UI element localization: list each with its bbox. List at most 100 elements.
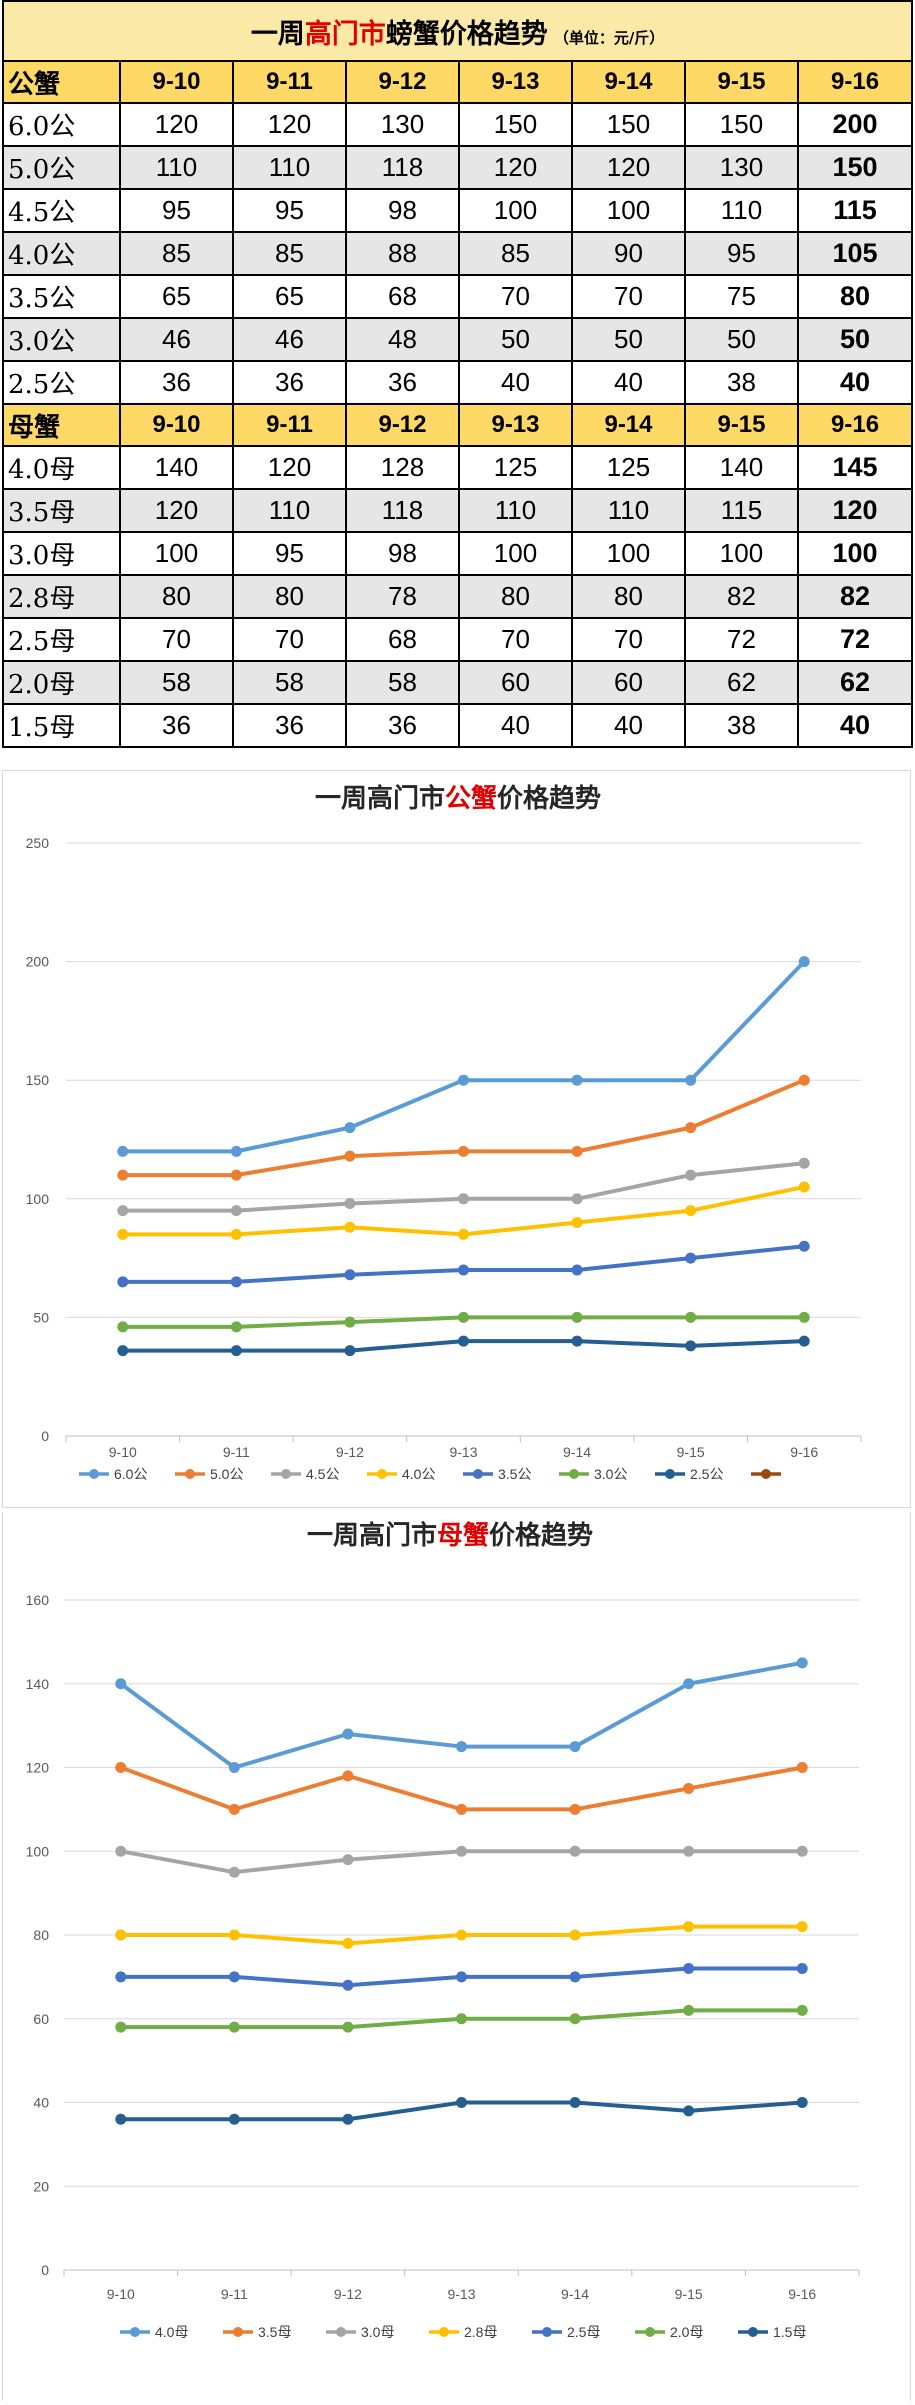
price-cell: 50: [458, 317, 573, 362]
price-cell: 82: [684, 574, 799, 619]
legend-swatch-marker: [89, 1469, 99, 1479]
data-point: [683, 1963, 695, 1974]
legend-swatch-marker: [130, 2327, 140, 2337]
price-cell: 88: [345, 231, 460, 276]
price-cell: 100: [119, 531, 234, 576]
series-line: [122, 1078, 805, 1178]
legend-label: 3.5公: [498, 1466, 531, 1482]
price-cell: 62: [684, 660, 799, 705]
price-cell: 100: [571, 531, 686, 576]
data-point: [342, 1937, 354, 1949]
data-point: [796, 2004, 808, 2016]
chart-title-highlight: 母蟹: [437, 1520, 489, 1551]
data-point: [569, 1741, 581, 1753]
data-point: [456, 2097, 467, 2108]
price-cell: 40: [571, 360, 686, 405]
legend-swatch-marker: [281, 1469, 291, 1479]
legend-label: 4.5公: [306, 1466, 339, 1482]
y-tick-label: 0: [41, 1428, 49, 1444]
legend-label: 2.8母: [464, 2324, 497, 2340]
size-label: 5.0公: [2, 145, 121, 190]
data-point: [798, 956, 810, 968]
price-cell: 95: [119, 188, 234, 233]
table-row: 4.0母 140 120 128 125 125 140 145: [2, 445, 914, 490]
table-row: 2.0母 58 58 58 60 60 62 62: [2, 660, 914, 705]
price-cell: 85: [458, 231, 573, 276]
data-point: [796, 1845, 808, 1857]
price-cell: 120: [571, 145, 686, 190]
data-point: [230, 1276, 242, 1288]
price-cell: 98: [345, 531, 460, 576]
price-cell: 150: [684, 102, 799, 147]
data-point: [798, 1240, 810, 1252]
price-cell: 100: [571, 188, 686, 233]
chart-title-highlight: 公蟹: [445, 783, 497, 814]
legend-swatch-marker: [233, 2327, 243, 2337]
data-point: [344, 1221, 356, 1233]
data-point: [796, 2097, 808, 2108]
legend-label: 2.5母: [567, 2324, 600, 2340]
data-point: [456, 1741, 467, 1753]
price-cell: 68: [345, 274, 460, 319]
price-cell: 38: [684, 360, 799, 405]
table-row: 6.0公 120 120 130 150 150 150 200: [2, 102, 914, 147]
price-cell: 60: [458, 660, 573, 705]
legend-swatch-marker: [665, 1469, 675, 1479]
data-point: [458, 1228, 469, 1240]
data-point: [344, 1345, 356, 1357]
date-header: 9-13: [458, 60, 573, 104]
size-label: 3.0母: [2, 531, 121, 576]
data-point: [458, 1335, 469, 1347]
y-tick-label: 60: [33, 2011, 49, 2027]
size-label: 4.0母: [2, 445, 121, 490]
size-label: 2.0母: [2, 660, 121, 705]
data-point: [683, 2105, 695, 2117]
data-point: [228, 1803, 240, 1815]
x-tick-label: 9-15: [677, 1444, 705, 1460]
data-point: [569, 1929, 581, 1941]
x-tick-label: 9-13: [449, 1444, 477, 1460]
x-tick-label: 9-14: [561, 2286, 589, 2302]
price-cell: 82: [796, 574, 914, 619]
male-header-label: 公蟹: [2, 60, 121, 104]
date-header: 9-12: [345, 403, 460, 447]
data-point: [456, 2013, 467, 2025]
data-point: [685, 1169, 697, 1181]
data-point: [569, 2013, 581, 2025]
data-point: [117, 1276, 129, 1288]
table-row: 2.5公 36 36 36 40 40 38 40: [2, 360, 914, 405]
price-cell: 110: [684, 188, 799, 233]
data-point: [342, 2113, 354, 2125]
y-tick-label: 80: [33, 1927, 49, 1943]
price-cell: 110: [571, 488, 686, 533]
date-header: 9-13: [458, 403, 573, 447]
x-tick-label: 9-10: [109, 1444, 137, 1460]
size-label: 3.0公: [2, 317, 121, 362]
data-point: [117, 1145, 129, 1157]
chart-title-part3: 价格趋势: [497, 783, 601, 814]
y-tick-label: 140: [26, 1676, 50, 1692]
female-crab-line-chart: 一周高门市母蟹价格趋势 0 20 40 60 80 100 120 140 160 9-10 9-11…: [26, 1520, 860, 2340]
data-point: [342, 1854, 354, 1866]
date-header: 9-16: [796, 403, 914, 447]
legend-swatch-marker: [542, 2327, 552, 2337]
data-point: [796, 1921, 808, 1933]
data-point: [456, 1929, 467, 1941]
data-point: [117, 1205, 129, 1217]
price-cell: 100: [458, 531, 573, 576]
data-point: [571, 1217, 583, 1229]
data-point: [798, 1157, 810, 1169]
chart-title: 一周高门市公蟹价格趋势: [315, 783, 601, 814]
y-tick-label: 0: [41, 2262, 49, 2278]
price-cell: 40: [796, 703, 914, 748]
data-point: [230, 1145, 242, 1157]
size-label: 3.5母: [2, 488, 121, 533]
price-cell: 50: [684, 317, 799, 362]
size-label: 2.5公: [2, 360, 121, 405]
price-cell: 98: [345, 188, 460, 233]
x-tick-label: 9-16: [788, 2286, 816, 2302]
size-label: 4.5公: [2, 188, 121, 233]
x-tick-label: 9-14: [563, 1444, 591, 1460]
price-cell: 100: [796, 531, 914, 576]
legend-label: 2.0母: [670, 2324, 703, 2340]
